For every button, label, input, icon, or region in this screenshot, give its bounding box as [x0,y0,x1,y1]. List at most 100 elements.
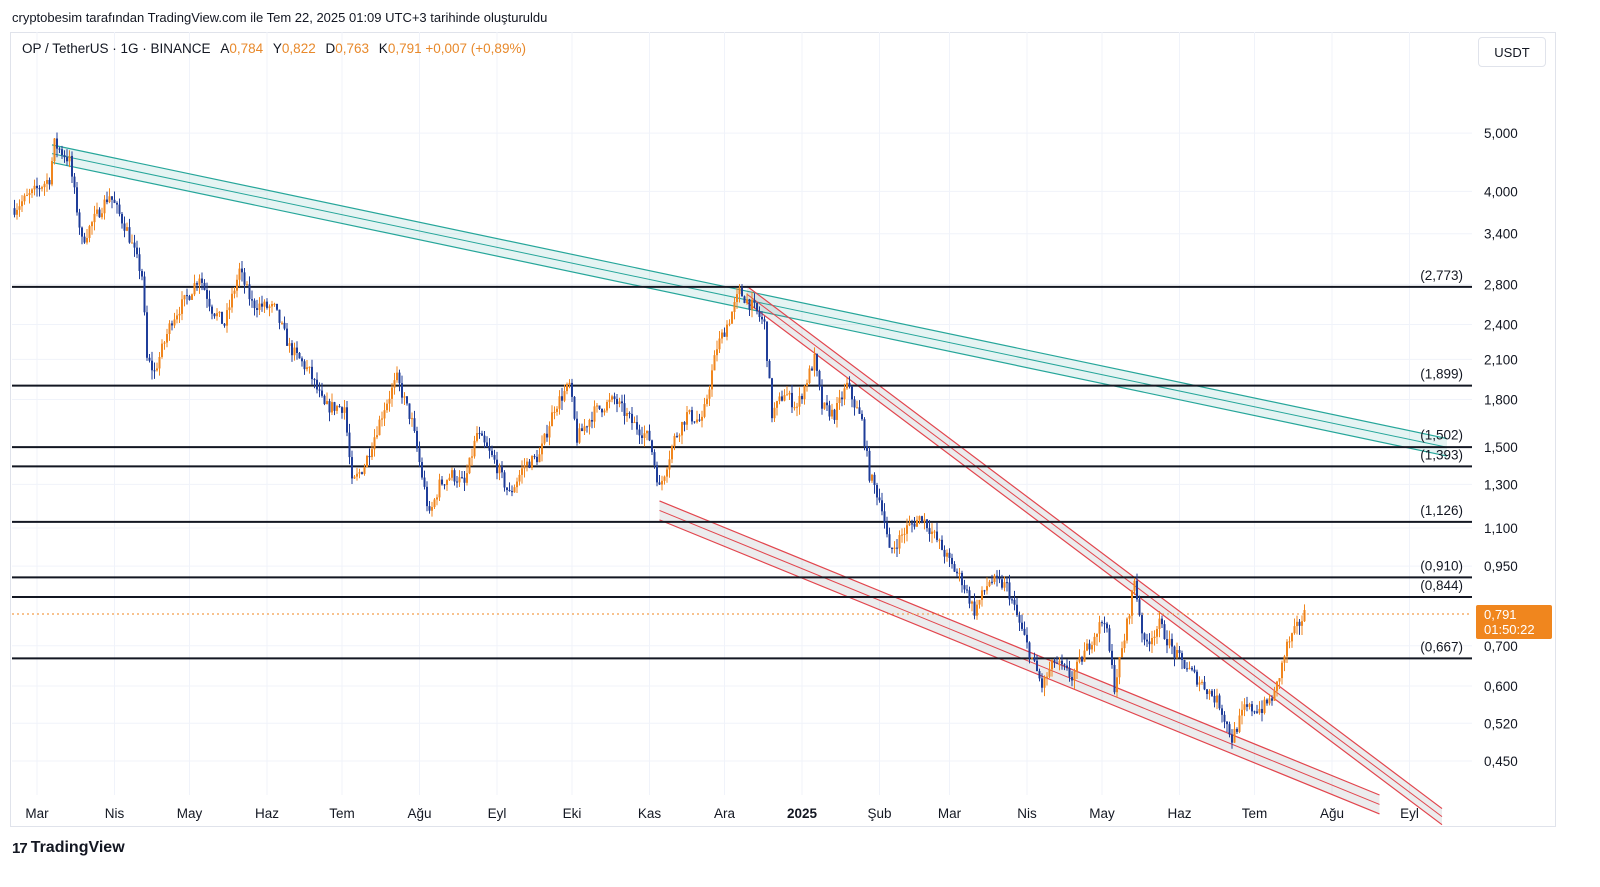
candle-body [126,227,128,231]
candle-body [1048,669,1051,677]
y-tick-label: 2,100 [1484,352,1518,367]
candle-body [863,419,866,447]
candle-body [551,412,553,427]
candle-body [891,547,893,549]
candle-body [1176,649,1178,658]
axes: 5,000 4,000 3,400 2,800 2,400 2,100 1,800 1,500… [25,126,1517,821]
candle-body [118,204,121,214]
candle-body [1183,660,1186,669]
candle-body [593,406,596,422]
candle-body [358,472,361,474]
candle-body [988,581,991,587]
descending-support-red-upper [659,500,1380,796]
candle-body [213,313,216,317]
candle-body [953,564,956,572]
x-tick-label: Tem [1242,806,1268,821]
candle-body [331,402,333,413]
candle-body [751,299,753,310]
candle-body [636,422,638,430]
candle-body [1208,690,1211,695]
candle-body [1136,580,1138,600]
candle-body [338,406,341,408]
candle-body [1046,676,1048,678]
candle-body [643,433,646,438]
candle-body [716,349,718,356]
candle-body [353,476,356,479]
candle-body [373,437,376,450]
candle-body [91,222,93,227]
candle-body [706,398,708,405]
candle-body [528,461,531,468]
candle-body [143,276,146,313]
high-label: Y [272,41,282,56]
candle-body [383,410,386,419]
candle-body [531,456,533,468]
candle-body [1078,656,1081,662]
candle-body [958,572,961,574]
candle-body [1188,667,1191,670]
candle-body [613,396,616,399]
candle-body [1283,656,1286,663]
candle-body [191,294,193,300]
candle-body [216,313,218,317]
candle-body [606,401,608,411]
candle-body [508,489,511,491]
candle-body [221,311,223,324]
tradingview-brand[interactable]: 17 TradingView [12,839,125,857]
candle-body [811,368,813,371]
candle-body [416,430,418,449]
candle-body [306,367,308,370]
candle-body [836,403,838,420]
candle-body [1093,636,1096,646]
candle-body [1038,671,1041,679]
chart-frame[interactable] [10,32,1556,827]
candle-body [491,450,493,456]
candle-body [1156,628,1158,637]
candle-body [313,379,316,381]
candle-body [1033,657,1036,661]
candle-body [866,446,868,451]
candle-body [691,410,693,422]
candle-body [821,386,823,409]
candle-body [46,179,48,184]
candle-body [451,470,453,478]
candle-body [318,389,321,391]
symbol-legend[interactable]: OP / TetherUS · 1G · BINANCE A0,784 Y0,8… [22,41,526,56]
candle-body [496,459,498,474]
candle-body [1258,708,1261,713]
candle-body [1266,699,1268,704]
descending-resistance-teal-upper [51,144,1448,440]
candle-body [1108,628,1111,651]
close-value: 0,791 [387,41,422,56]
candle-body [1016,604,1018,616]
candle-body [1288,641,1291,643]
candle-body [538,454,541,463]
candle-body [78,212,81,228]
candle-body [793,407,796,409]
candle-body [621,401,623,404]
candle-body [881,500,883,512]
candle-body [688,410,691,413]
candle-body [778,396,781,402]
descending-resistance-red-lower [746,301,1443,826]
candle-body [168,323,171,334]
candle-body [203,282,206,290]
candles [13,132,1306,749]
currency-button[interactable]: USDT [1478,37,1546,67]
candle-body [128,227,131,243]
candle-body [721,332,723,339]
candle-body [183,295,186,300]
candle-body [708,389,711,399]
candle-body [1058,660,1061,663]
y-tick-label: 0,450 [1484,754,1518,769]
candle-body [18,206,21,210]
candle-body [458,477,461,483]
candle-body [311,366,313,380]
candle-body [366,455,368,467]
candle-body [1068,668,1071,678]
brand-name: TradingView [30,839,125,856]
candle-body [901,534,903,536]
candle-body [446,480,448,485]
candle-body [1133,580,1136,591]
